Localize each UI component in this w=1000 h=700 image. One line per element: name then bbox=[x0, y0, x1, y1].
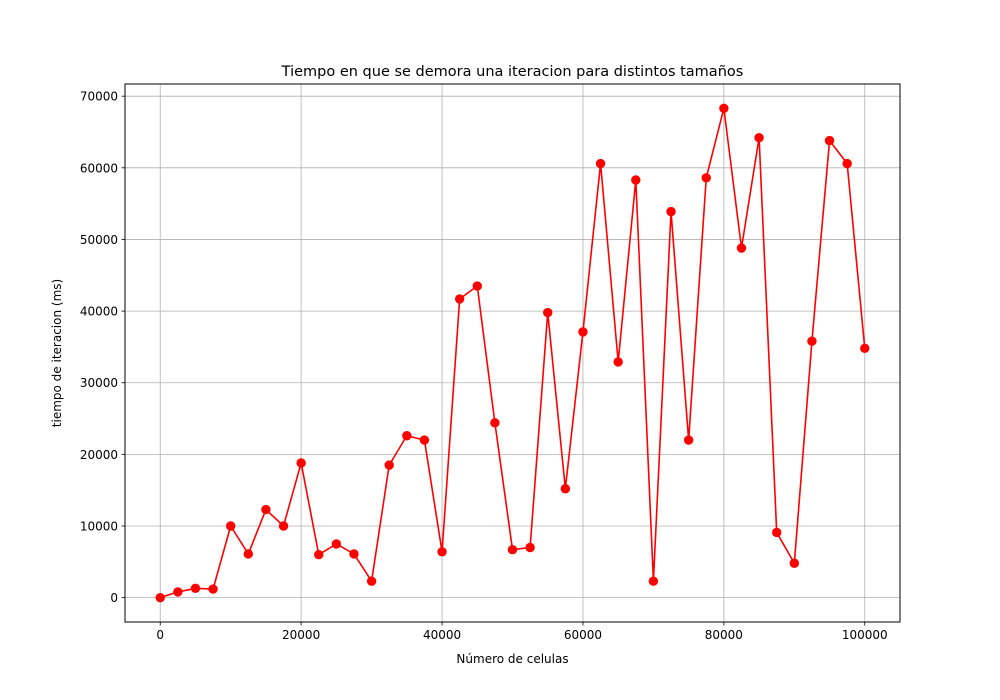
data-point bbox=[525, 542, 535, 553]
data-point bbox=[666, 206, 676, 217]
data-point bbox=[560, 484, 571, 494]
data-point bbox=[190, 583, 201, 594]
data-point bbox=[842, 158, 852, 169]
data-point bbox=[314, 549, 324, 560]
data-point bbox=[225, 521, 236, 531]
data-point bbox=[384, 460, 394, 470]
data-point bbox=[173, 587, 183, 597]
data-point bbox=[331, 539, 342, 549]
data-point bbox=[208, 584, 218, 594]
x-tick-label: 100000 bbox=[842, 628, 888, 642]
data-point bbox=[454, 294, 465, 304]
x-axis-label: Número de celulas bbox=[456, 652, 568, 666]
data-point bbox=[278, 521, 289, 531]
data-point bbox=[754, 133, 764, 143]
data-point bbox=[683, 435, 694, 445]
data-point bbox=[243, 549, 253, 559]
data-point bbox=[437, 547, 447, 557]
data-point bbox=[296, 458, 306, 468]
data-point bbox=[719, 103, 729, 114]
y-tick-label: 40000 bbox=[80, 305, 118, 319]
chart-title: Tiempo en que se demora una iteracion pa… bbox=[281, 64, 744, 80]
y-axis-label: tiempo de iteracion (ms) bbox=[50, 279, 64, 427]
data-point bbox=[736, 243, 747, 253]
data-point bbox=[402, 431, 412, 441]
data-point bbox=[631, 175, 641, 185]
data-point bbox=[613, 357, 623, 367]
data-point bbox=[701, 173, 711, 183]
data-point bbox=[349, 549, 359, 559]
x-tick-label: 20000 bbox=[282, 628, 320, 642]
y-tick-label: 20000 bbox=[80, 448, 118, 462]
data-point bbox=[789, 558, 800, 568]
y-tick-label: 30000 bbox=[80, 376, 118, 390]
x-tick-label: 40000 bbox=[423, 628, 461, 642]
y-tick-label: 0 bbox=[110, 591, 118, 605]
data-point bbox=[419, 435, 430, 445]
data-point bbox=[648, 576, 659, 586]
data-point bbox=[490, 418, 500, 428]
data-point bbox=[860, 343, 870, 354]
series-layer bbox=[155, 103, 870, 603]
x-tick-label: 80000 bbox=[705, 628, 743, 642]
x-tick-label: 0 bbox=[156, 628, 164, 642]
tick-layer: 0 20000 40000 60000 80000 100000 0 10000 20000 30… bbox=[80, 90, 888, 642]
data-point bbox=[472, 281, 482, 291]
data-point bbox=[543, 307, 553, 318]
data-point bbox=[578, 327, 588, 337]
data-point bbox=[824, 135, 835, 146]
y-tick-label: 60000 bbox=[80, 161, 118, 175]
data-point bbox=[366, 576, 377, 586]
plot-frame bbox=[124, 83, 901, 623]
data-point bbox=[507, 544, 518, 555]
data-point bbox=[807, 336, 817, 346]
data-point bbox=[595, 158, 606, 169]
data-point bbox=[772, 527, 782, 538]
y-tick-label: 10000 bbox=[80, 520, 118, 534]
y-tick-label: 50000 bbox=[80, 233, 118, 247]
y-tick-label: 70000 bbox=[80, 90, 118, 104]
x-tick-label: 60000 bbox=[564, 628, 602, 642]
data-point bbox=[261, 504, 271, 515]
data-point bbox=[155, 592, 165, 603]
